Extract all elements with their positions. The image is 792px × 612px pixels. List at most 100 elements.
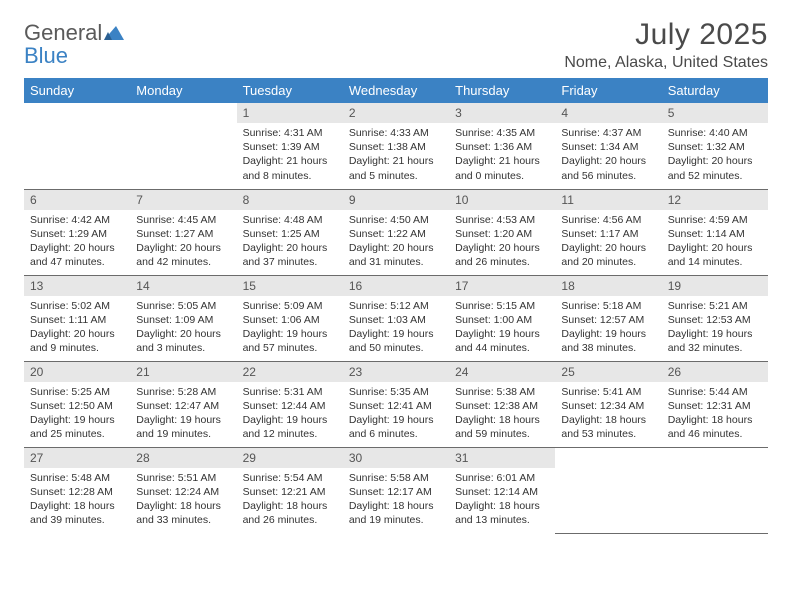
day-content: Sunrise: 5:58 AMSunset: 12:17 AMDaylight… [343, 468, 449, 532]
day-number: 15 [237, 276, 343, 296]
day-cell: 20Sunrise: 5:25 AMSunset: 12:50 AMDaylig… [24, 361, 130, 447]
day-number: 22 [237, 362, 343, 382]
day-number: 13 [24, 276, 130, 296]
sunrise-text: Sunrise: 5:54 AM [243, 471, 337, 485]
day-cell: 15Sunrise: 5:09 AMSunset: 1:06 AMDayligh… [237, 275, 343, 361]
day-content: Sunrise: 5:25 AMSunset: 12:50 AMDaylight… [24, 382, 130, 446]
day-cell: 1Sunrise: 4:31 AMSunset: 1:39 AMDaylight… [237, 103, 343, 189]
sunset-text: Sunset: 1:29 AM [30, 227, 124, 241]
sunrise-text: Sunrise: 5:35 AM [349, 385, 443, 399]
day-cell: 18Sunrise: 5:18 AMSunset: 12:57 AMDaylig… [555, 275, 661, 361]
day-cell: 31Sunrise: 6:01 AMSunset: 12:14 AMDaylig… [449, 447, 555, 533]
sunset-text: Sunset: 12:28 AM [30, 485, 124, 499]
sunrise-text: Sunrise: 5:05 AM [136, 299, 230, 313]
weekday-header: Tuesday [237, 78, 343, 103]
sunset-text: Sunset: 1:09 AM [136, 313, 230, 327]
day-cell: 14Sunrise: 5:05 AMSunset: 1:09 AMDayligh… [130, 275, 236, 361]
daylight-text: Daylight: 20 hours and 47 minutes. [30, 241, 124, 269]
daylight-text: Daylight: 19 hours and 19 minutes. [136, 413, 230, 441]
sunset-text: Sunset: 1:00 AM [455, 313, 549, 327]
day-content: Sunrise: 5:15 AMSunset: 1:00 AMDaylight:… [449, 296, 555, 360]
day-number: 29 [237, 448, 343, 468]
sunrise-text: Sunrise: 5:58 AM [349, 471, 443, 485]
daylight-text: Daylight: 19 hours and 50 minutes. [349, 327, 443, 355]
day-content: Sunrise: 4:45 AMSunset: 1:27 AMDaylight:… [130, 210, 236, 274]
calendar-table: SundayMondayTuesdayWednesdayThursdayFrid… [24, 78, 768, 534]
day-cell: 6Sunrise: 4:42 AMSunset: 1:29 AMDaylight… [24, 189, 130, 275]
daylight-text: Daylight: 20 hours and 42 minutes. [136, 241, 230, 269]
sunrise-text: Sunrise: 5:12 AM [349, 299, 443, 313]
day-content: Sunrise: 4:53 AMSunset: 1:20 AMDaylight:… [449, 210, 555, 274]
day-content: Sunrise: 5:38 AMSunset: 12:38 AMDaylight… [449, 382, 555, 446]
logo: General Blue [24, 22, 124, 68]
sunrise-text: Sunrise: 4:50 AM [349, 213, 443, 227]
sunset-text: Sunset: 1:17 AM [561, 227, 655, 241]
sunset-text: Sunset: 1:20 AM [455, 227, 549, 241]
logo-text-1: General [24, 20, 102, 45]
day-number: 20 [24, 362, 130, 382]
day-cell: 23Sunrise: 5:35 AMSunset: 12:41 AMDaylig… [343, 361, 449, 447]
day-cell: 3Sunrise: 4:35 AMSunset: 1:36 AMDaylight… [449, 103, 555, 189]
daylight-text: Daylight: 19 hours and 38 minutes. [561, 327, 655, 355]
day-content: Sunrise: 5:48 AMSunset: 12:28 AMDaylight… [24, 468, 130, 532]
day-number: 10 [449, 190, 555, 210]
day-cell: 25Sunrise: 5:41 AMSunset: 12:34 AMDaylig… [555, 361, 661, 447]
week-row: 13Sunrise: 5:02 AMSunset: 1:11 AMDayligh… [24, 275, 768, 361]
daylight-text: Daylight: 20 hours and 3 minutes. [136, 327, 230, 355]
sunrise-text: Sunrise: 4:56 AM [561, 213, 655, 227]
day-cell: 8Sunrise: 4:48 AMSunset: 1:25 AMDaylight… [237, 189, 343, 275]
sunrise-text: Sunrise: 4:40 AM [668, 126, 762, 140]
sunset-text: Sunset: 1:38 AM [349, 140, 443, 154]
day-content: Sunrise: 4:50 AMSunset: 1:22 AMDaylight:… [343, 210, 449, 274]
day-number: 19 [662, 276, 768, 296]
day-number: 16 [343, 276, 449, 296]
calendar-body: 1Sunrise: 4:31 AMSunset: 1:39 AMDaylight… [24, 103, 768, 533]
day-cell: 26Sunrise: 5:44 AMSunset: 12:31 AMDaylig… [662, 361, 768, 447]
daylight-text: Daylight: 20 hours and 56 minutes. [561, 154, 655, 182]
day-cell: 13Sunrise: 5:02 AMSunset: 1:11 AMDayligh… [24, 275, 130, 361]
sunset-text: Sunset: 12:41 AM [349, 399, 443, 413]
empty-cell [662, 447, 768, 533]
day-cell: 28Sunrise: 5:51 AMSunset: 12:24 AMDaylig… [130, 447, 236, 533]
daylight-text: Daylight: 20 hours and 20 minutes. [561, 241, 655, 269]
logo-text-2: Blue [24, 43, 68, 68]
daylight-text: Daylight: 18 hours and 13 minutes. [455, 499, 549, 527]
day-content: Sunrise: 5:12 AMSunset: 1:03 AMDaylight:… [343, 296, 449, 360]
day-number: 2 [343, 103, 449, 123]
week-row: 27Sunrise: 5:48 AMSunset: 12:28 AMDaylig… [24, 447, 768, 533]
daylight-text: Daylight: 18 hours and 46 minutes. [668, 413, 762, 441]
day-number: 4 [555, 103, 661, 123]
day-cell: 30Sunrise: 5:58 AMSunset: 12:17 AMDaylig… [343, 447, 449, 533]
sunset-text: Sunset: 12:21 AM [243, 485, 337, 499]
sunset-text: Sunset: 1:03 AM [349, 313, 443, 327]
weekday-header: Sunday [24, 78, 130, 103]
daylight-text: Daylight: 18 hours and 53 minutes. [561, 413, 655, 441]
daylight-text: Daylight: 19 hours and 44 minutes. [455, 327, 549, 355]
day-cell: 17Sunrise: 5:15 AMSunset: 1:00 AMDayligh… [449, 275, 555, 361]
sunset-text: Sunset: 12:14 AM [455, 485, 549, 499]
sunrise-text: Sunrise: 5:28 AM [136, 385, 230, 399]
daylight-text: Daylight: 19 hours and 6 minutes. [349, 413, 443, 441]
day-content: Sunrise: 5:02 AMSunset: 1:11 AMDaylight:… [24, 296, 130, 360]
day-content: Sunrise: 4:59 AMSunset: 1:14 AMDaylight:… [662, 210, 768, 274]
sunrise-text: Sunrise: 4:33 AM [349, 126, 443, 140]
day-cell: 2Sunrise: 4:33 AMSunset: 1:38 AMDaylight… [343, 103, 449, 189]
empty-cell [555, 447, 661, 533]
sunrise-text: Sunrise: 5:21 AM [668, 299, 762, 313]
day-cell: 16Sunrise: 5:12 AMSunset: 1:03 AMDayligh… [343, 275, 449, 361]
logo-mark-icon [104, 24, 124, 45]
sunset-text: Sunset: 12:44 AM [243, 399, 337, 413]
daylight-text: Daylight: 19 hours and 12 minutes. [243, 413, 337, 441]
sunrise-text: Sunrise: 4:59 AM [668, 213, 762, 227]
sunrise-text: Sunrise: 4:45 AM [136, 213, 230, 227]
day-content: Sunrise: 6:01 AMSunset: 12:14 AMDaylight… [449, 468, 555, 532]
day-number: 25 [555, 362, 661, 382]
day-content: Sunrise: 4:56 AMSunset: 1:17 AMDaylight:… [555, 210, 661, 274]
sunrise-text: Sunrise: 5:51 AM [136, 471, 230, 485]
day-content: Sunrise: 5:18 AMSunset: 12:57 AMDaylight… [555, 296, 661, 360]
weekday-header: Friday [555, 78, 661, 103]
sunset-text: Sunset: 12:34 AM [561, 399, 655, 413]
sunset-text: Sunset: 12:57 AM [561, 313, 655, 327]
empty-cell [24, 103, 130, 189]
sunset-text: Sunset: 1:14 AM [668, 227, 762, 241]
